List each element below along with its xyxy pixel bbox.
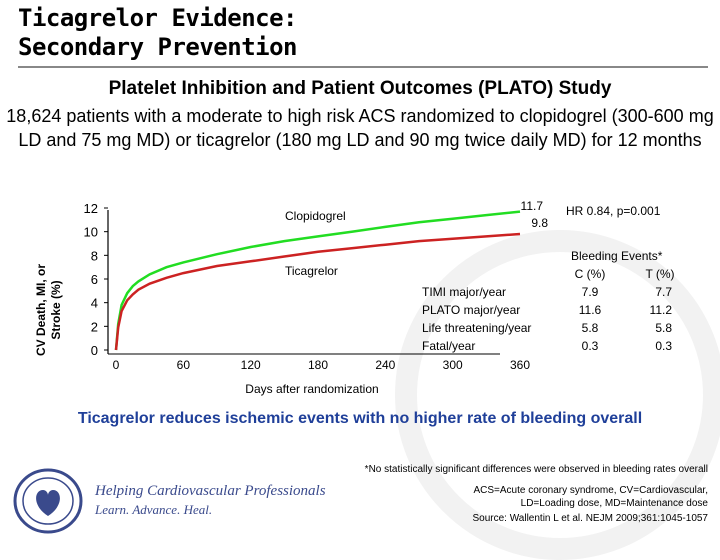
x-tick-label-300: 300	[443, 358, 463, 372]
bleeding-row-t: 11.2	[650, 303, 673, 317]
study-subtitle: Platelet Inhibition and Patient Outcomes…	[108, 78, 612, 99]
series-label-ticagrelor: Ticagrelor	[285, 264, 338, 278]
conclusion-text: Ticagrelor reduces ischemic events with …	[77, 410, 643, 427]
abbreviations-line-2: LD=Loading dose, MD=Maintenance dose	[520, 498, 708, 509]
x-tick-label-0: 0	[113, 358, 120, 372]
bleeding-row-c: 7.9	[582, 285, 599, 299]
y-axis-label-line-2: Stroke (%)	[49, 280, 63, 339]
x-tick-label-180: 180	[308, 358, 328, 372]
bleeding-row-label: Fatal/year	[422, 339, 475, 353]
title-divider	[18, 66, 708, 68]
slide-title: Ticagrelor Evidence: Secondary Preventio…	[18, 4, 418, 62]
bleeding-row-c: 11.6	[579, 303, 602, 317]
end-label-ticagrelor: 9.8	[531, 216, 548, 230]
title-line-2: Secondary Prevention	[18, 33, 297, 61]
bleeding-row-t: 0.3	[655, 339, 672, 353]
y-tick-label-10: 10	[84, 225, 98, 240]
abbreviations-line-1: ACS=Acute coronary syndrome, CV=Cardiova…	[473, 485, 708, 496]
series-label-clopidogrel: Clopidogrel	[285, 209, 346, 223]
y-tick-label-0: 0	[91, 343, 98, 358]
acc-seal-logo	[13, 468, 83, 534]
bleeding-row-label: Life threatening/year	[422, 321, 531, 335]
logo-tagline-1: Helping Cardiovascular Professionals	[95, 483, 326, 499]
series-line-clopidogrel	[114, 210, 521, 351]
y-tick-label-12: 12	[84, 201, 98, 216]
y-tick-label-2: 2	[91, 319, 98, 334]
bleeding-title: Bleeding Events*	[571, 249, 663, 263]
footnote: *No statistically significant difference…	[364, 464, 708, 475]
y-axis-label-line-1: CV Death, MI, or	[34, 264, 48, 356]
bleeding-col-t: T (%)	[645, 267, 674, 281]
end-label-clopidogrel: 11.7	[521, 199, 544, 213]
bleeding-col-c: C (%)	[575, 267, 606, 281]
x-tick-label-360: 360	[510, 358, 530, 372]
kaplan-meier-chart: 0 2 4 6 8 10 12 0 60 120 180 240 300 360 CV Death, M…	[34, 199, 675, 396]
x-tick-label-240: 240	[375, 358, 395, 372]
bleeding-row-label: TIMI major/year	[422, 285, 506, 299]
study-description: 18,624 patients with a moderate to high …	[6, 106, 714, 150]
series-line-ticagrelor	[114, 232, 521, 351]
bleeding-row-c: 0.3	[582, 339, 599, 353]
y-tick-label-4: 4	[91, 296, 98, 311]
bleeding-row-t: 7.7	[655, 285, 672, 299]
hazard-ratio-label: HR 0.84, p=0.001	[566, 204, 661, 218]
bleeding-row-label: PLATO major/year	[422, 303, 520, 317]
abbreviations: ACS=Acute coronary syndrome, CV=Cardiova…	[380, 484, 708, 510]
bleeding-row-t: 5.8	[655, 321, 672, 335]
source-citation: Source: Wallentin L et al. NEJM 2009;361…	[472, 513, 708, 524]
logo-tagline-2: Learn. Advance. Heal.	[95, 502, 213, 517]
bleeding-row-c: 5.8	[582, 321, 599, 335]
y-tick-label-6: 6	[91, 272, 98, 287]
x-tick-label-60: 60	[177, 358, 191, 372]
title-line-1: Ticagrelor Evidence:	[18, 4, 297, 32]
x-axis-label: Days after randomization	[245, 382, 378, 396]
y-tick-label-8: 8	[91, 248, 98, 263]
x-tick-label-120: 120	[241, 358, 261, 372]
